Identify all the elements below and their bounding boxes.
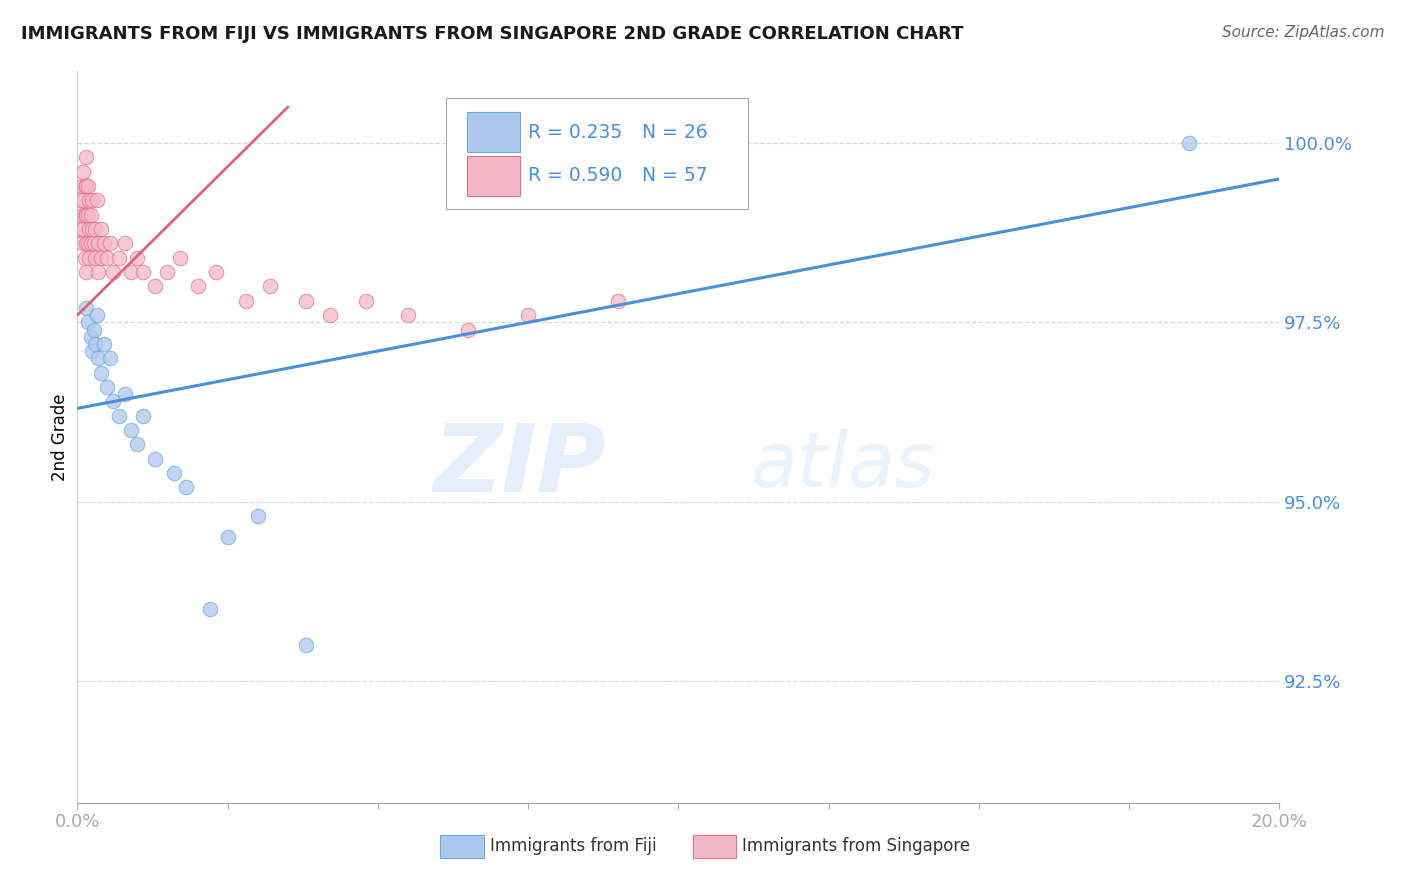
Point [84, 222, 107, 236]
Point [79, 329, 101, 343]
Point [75, 208, 97, 222]
Point [108, 409, 131, 423]
Point [1178, 136, 1201, 150]
Text: N = 26: N = 26 [643, 122, 709, 142]
Point [120, 265, 142, 279]
Point [87, 236, 110, 251]
Text: Source: ZipAtlas.com: Source: ZipAtlas.com [1222, 25, 1385, 40]
Point [79, 236, 101, 251]
Point [75, 265, 97, 279]
Point [204, 265, 226, 279]
Point [319, 308, 342, 322]
FancyBboxPatch shape [467, 156, 520, 195]
Point [87, 265, 110, 279]
Point [75, 179, 97, 194]
Point [96, 380, 118, 394]
Text: R = 0.590: R = 0.590 [529, 167, 623, 186]
Point [457, 322, 479, 336]
Point [69, 222, 91, 236]
Point [186, 279, 209, 293]
Point [73, 251, 96, 265]
Point [100, 236, 122, 251]
Point [174, 480, 197, 494]
Point [217, 531, 239, 545]
FancyBboxPatch shape [440, 835, 484, 858]
Point [90, 222, 112, 236]
Point [79, 194, 101, 208]
FancyBboxPatch shape [467, 112, 520, 152]
Point [93, 236, 115, 251]
Point [83, 322, 105, 336]
Point [77, 208, 100, 222]
FancyBboxPatch shape [693, 835, 737, 858]
Point [70, 179, 93, 194]
Point [72, 222, 94, 236]
FancyBboxPatch shape [446, 98, 748, 209]
Point [198, 602, 221, 616]
Point [77, 315, 100, 329]
Point [156, 265, 179, 279]
Point [114, 236, 136, 251]
Point [108, 251, 131, 265]
Point [84, 251, 107, 265]
Point [87, 351, 110, 366]
Point [82, 222, 104, 236]
Point [169, 251, 191, 265]
Point [162, 466, 184, 480]
Text: Immigrants from Singapore: Immigrants from Singapore [742, 837, 970, 855]
Point [132, 265, 155, 279]
Point [79, 251, 101, 265]
Point [75, 301, 97, 315]
Text: ZIP: ZIP [433, 420, 606, 512]
Point [77, 179, 100, 194]
Point [100, 351, 122, 366]
Point [103, 394, 125, 409]
Point [235, 293, 257, 308]
Point [127, 251, 149, 265]
Point [90, 251, 112, 265]
Point [145, 279, 167, 293]
Point [294, 293, 316, 308]
Point [75, 150, 97, 164]
Point [259, 279, 281, 293]
Point [72, 194, 94, 208]
Text: atlas: atlas [751, 429, 935, 503]
Point [246, 508, 269, 523]
Y-axis label: 2nd Grade: 2nd Grade [51, 393, 69, 481]
Point [83, 236, 105, 251]
Point [354, 293, 377, 308]
Point [73, 179, 96, 194]
Point [75, 236, 97, 251]
Point [114, 387, 136, 401]
Point [72, 165, 94, 179]
Text: R = 0.235: R = 0.235 [529, 122, 623, 142]
Point [84, 336, 107, 351]
Point [79, 208, 101, 222]
Point [90, 366, 112, 380]
Point [396, 308, 419, 322]
Text: N = 57: N = 57 [643, 167, 709, 186]
Point [93, 336, 115, 351]
Point [70, 208, 93, 222]
Point [82, 194, 104, 208]
Point [96, 251, 118, 265]
Point [73, 208, 96, 222]
Point [127, 437, 149, 451]
Point [69, 194, 91, 208]
Point [294, 638, 316, 652]
Point [86, 308, 108, 322]
Point [132, 409, 155, 423]
Point [86, 194, 108, 208]
Point [120, 423, 142, 437]
Point [82, 344, 104, 359]
Point [103, 265, 125, 279]
Point [517, 308, 540, 322]
Point [145, 451, 167, 466]
Text: IMMIGRANTS FROM FIJI VS IMMIGRANTS FROM SINGAPORE 2ND GRADE CORRELATION CHART: IMMIGRANTS FROM FIJI VS IMMIGRANTS FROM … [21, 25, 963, 43]
Point [79, 222, 101, 236]
Point [77, 236, 100, 251]
Point [70, 236, 93, 251]
Point [607, 293, 630, 308]
Text: Immigrants from Fiji: Immigrants from Fiji [489, 837, 657, 855]
